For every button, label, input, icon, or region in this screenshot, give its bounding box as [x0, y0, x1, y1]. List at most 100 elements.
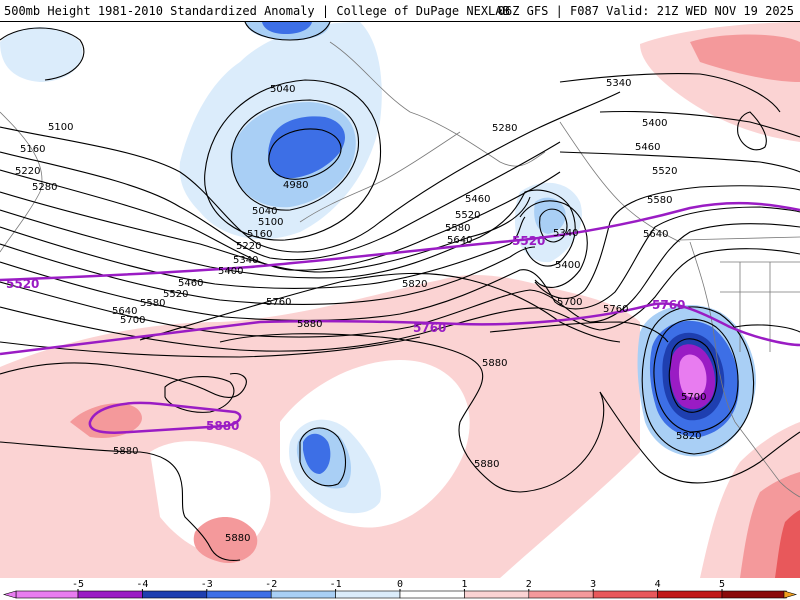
- contour-5760-line: [0, 321, 669, 358]
- colorbar-min-arrow: [2, 590, 17, 599]
- colorbar-swatch: [142, 590, 208, 599]
- header-bar: 500mb Height 1981-2010 Standardized Anom…: [0, 0, 800, 22]
- contour-label-5880: 5880: [113, 446, 138, 457]
- negative-anomaly-nw: [0, 27, 83, 82]
- positive-anomaly-northeast-strong: [690, 34, 800, 82]
- contour-label-5100: 5100: [258, 217, 283, 228]
- contour-label-5760: 5760: [266, 297, 291, 308]
- contour-label-5040: 5040: [252, 206, 277, 217]
- contour-label-5880: 5880: [297, 319, 322, 330]
- coastline-mexico: [734, 421, 800, 498]
- contour-5880-line-a: [0, 362, 247, 398]
- colorbar-tick-label: -2: [265, 579, 277, 590]
- contour-label-5580: 5580: [140, 298, 165, 309]
- colorbar-tick-label: 2: [526, 579, 532, 590]
- contour-label-5640: 5640: [643, 229, 668, 240]
- contour-5040-alaska: [231, 99, 360, 211]
- negative-anomaly-central-core: [303, 433, 331, 474]
- contour-5100-alaska: [204, 79, 382, 241]
- positive-anomaly-south-spot: [193, 517, 258, 563]
- contour-5160-line: [0, 91, 621, 253]
- contour-label-5520: 5520: [652, 166, 677, 177]
- contour-label-5640: 5640: [447, 235, 472, 246]
- anomaly-shading: [0, 22, 800, 578]
- contour-label-5400: 5400: [555, 260, 580, 271]
- contour-label-5160: 5160: [20, 144, 45, 155]
- reference-label-5520: 5520: [512, 234, 545, 248]
- reference-label-5520: 5520: [6, 277, 39, 291]
- map-panel[interactable]: 4980 5040 5040 5100 5100 5160 5160 5220 …: [0, 22, 800, 578]
- contour-label-5220: 5220: [236, 241, 261, 252]
- negative-anomaly-gulf-core: [534, 197, 566, 234]
- contour-label-layer: 4980 5040 5040 5100 5100 5160 5160 5220 …: [6, 78, 706, 544]
- colorbar-swatch: [206, 590, 272, 599]
- contour-label-5460: 5460: [465, 194, 490, 205]
- contour-5760-low: [653, 318, 739, 433]
- contour-label-5400: 5400: [218, 266, 243, 277]
- contour-5880-line-b: [219, 333, 605, 493]
- contour-label-5700: 5700: [557, 297, 582, 308]
- positive-anomaly-dark: [775, 510, 800, 578]
- coastline-bc: [559, 121, 681, 243]
- contour-5340-north-east: [737, 111, 767, 151]
- colorbar-tick-label: 0: [397, 579, 403, 590]
- contour-5280-line: [0, 169, 561, 271]
- contour-label-5460: 5460: [178, 278, 203, 289]
- contour-5700-low: [668, 338, 718, 413]
- reference-label-5880: 5880: [206, 419, 239, 433]
- reference-line-5760: [0, 302, 800, 356]
- contour-5220-line: [0, 141, 561, 261]
- colorbar-swatches: [2, 590, 798, 599]
- state-borders: [720, 261, 800, 352]
- contour-5580-line: [0, 206, 800, 321]
- contour-label-5700: 5700: [681, 392, 706, 403]
- colorbar-canvas: -5 -4 -3 -2 -1 0 1 2 3 4 5: [2, 579, 798, 599]
- height-contours: [0, 22, 800, 561]
- coastline-westcoast: [689, 241, 736, 423]
- contour-label-5520: 5520: [455, 210, 480, 221]
- map-canvas: 4980 5040 5040 5100 5100 5160 5160 5220 …: [0, 22, 800, 578]
- contour-label-5100: 5100: [48, 122, 73, 133]
- contour-label-5880: 5880: [474, 459, 499, 470]
- colorbar-swatch: [399, 590, 465, 599]
- contour-5040-north: [244, 22, 331, 41]
- contour-label-5280: 5280: [32, 182, 57, 193]
- contour-label-5640: 5640: [112, 306, 137, 317]
- reference-line-5880: [88, 401, 242, 434]
- colorbar-swatch: [335, 590, 401, 599]
- contour-5880-east: [599, 324, 800, 484]
- reference-line-5520: [0, 201, 800, 282]
- contour-5880-ring: [164, 376, 235, 413]
- contour-label-5700: 5700: [120, 315, 145, 326]
- border-us-canada: [679, 236, 800, 241]
- contour-5880-central: [299, 427, 347, 487]
- colorbar-max-arrow: [783, 590, 798, 599]
- contour-label-5280: 5280: [492, 123, 517, 134]
- colorbar-tick-label: 3: [590, 579, 596, 590]
- contour-label-5400: 5400: [642, 118, 667, 129]
- contour-label-5760: 5760: [603, 304, 628, 315]
- contour-5820-line: [139, 272, 621, 343]
- contour-label-5340: 5340: [553, 228, 578, 239]
- colorbar-tick-label: 5: [719, 579, 725, 590]
- contour-5100-ne: [0, 27, 85, 81]
- contour-label-5520: 5520: [163, 289, 188, 300]
- reference-label-5760: 5760: [652, 298, 685, 312]
- contour-label-5160: 5160: [247, 229, 272, 240]
- contour-label-5040: 5040: [270, 84, 295, 95]
- contour-label-5820: 5820: [676, 431, 701, 442]
- negative-anomaly-california-max: [678, 354, 707, 398]
- colorbar-swatch: [464, 590, 530, 599]
- contour-4980: [268, 128, 342, 180]
- colorbar-tick-label: -1: [330, 579, 342, 590]
- contour-5520-line: [0, 185, 800, 305]
- contour-label-5880: 5880: [225, 533, 250, 544]
- anomaly-colorbar: -5 -4 -3 -2 -1 0 1 2 3 4 5: [0, 578, 800, 600]
- map-title: 500mb Height 1981-2010 Standardized Anom…: [4, 4, 510, 18]
- contour-label-4980: 4980: [283, 180, 308, 191]
- reference-label-5760: 5760: [413, 321, 446, 335]
- model-run-info: 06Z GFS | F087 Valid: 21Z WED NOV 19 202…: [497, 4, 794, 18]
- colorbar-swatch: [15, 590, 79, 599]
- colorbar-swatch: [528, 590, 594, 599]
